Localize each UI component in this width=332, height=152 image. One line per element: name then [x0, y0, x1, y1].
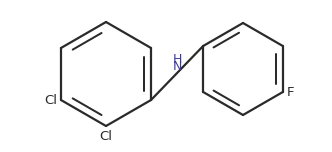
- Text: Cl: Cl: [44, 93, 57, 107]
- Text: Cl: Cl: [100, 130, 113, 143]
- Text: H: H: [172, 53, 182, 66]
- Text: F: F: [287, 86, 294, 98]
- Text: N: N: [172, 60, 182, 73]
